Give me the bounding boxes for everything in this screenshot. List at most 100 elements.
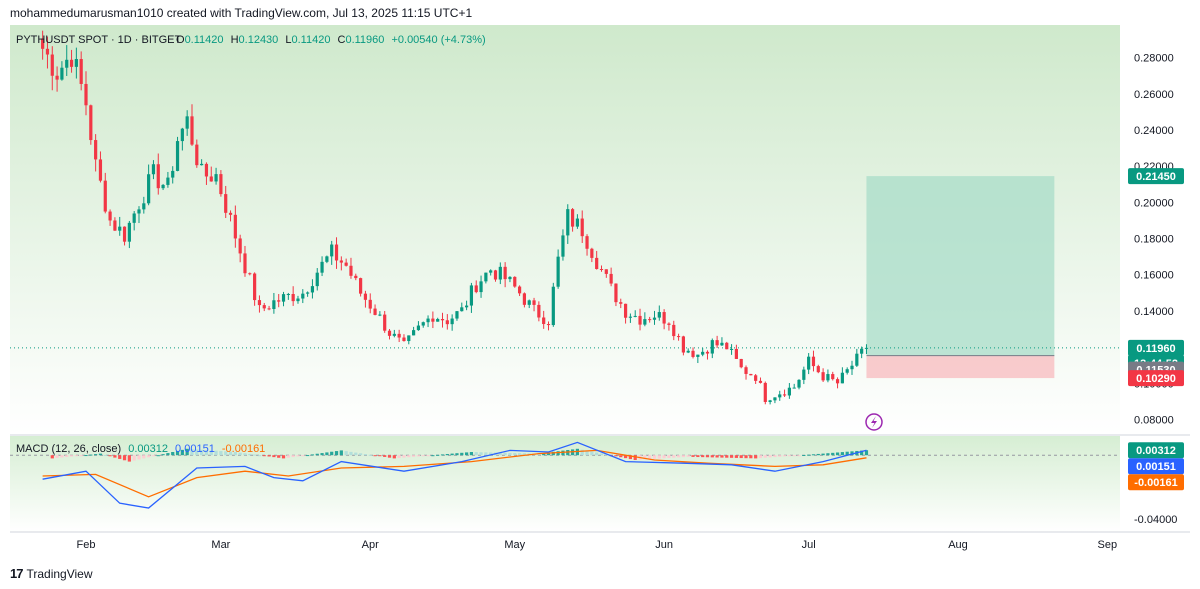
- candle[interactable]: [845, 367, 849, 375]
- candle[interactable]: [676, 333, 681, 341]
- legend-symbol[interactable]: PYTHUSDT SPOT · 1D · BITGET: [16, 34, 182, 46]
- candle[interactable]: [508, 276, 512, 283]
- candle[interactable]: [45, 36, 50, 69]
- target-price-label[interactable]: 0.21450: [1128, 168, 1184, 185]
- candle[interactable]: [79, 51, 83, 91]
- candle[interactable]: [238, 234, 242, 263]
- candle[interactable]: [166, 171, 170, 188]
- candle[interactable]: [855, 348, 859, 367]
- candle[interactable]: [301, 289, 305, 304]
- candle[interactable]: [787, 383, 791, 399]
- candle[interactable]: [850, 360, 854, 375]
- candle[interactable]: [575, 214, 580, 229]
- candle[interactable]: [513, 276, 517, 288]
- candle[interactable]: [74, 47, 78, 79]
- candle[interactable]: [643, 312, 647, 327]
- candle[interactable]: [151, 160, 156, 180]
- candle[interactable]: [835, 377, 840, 389]
- candle[interactable]: [50, 46, 54, 91]
- candle[interactable]: [334, 237, 339, 269]
- candle[interactable]: [421, 321, 425, 328]
- candle[interactable]: [546, 321, 551, 331]
- stop-price-label[interactable]: 0.10290: [1128, 370, 1184, 387]
- candle[interactable]: [715, 335, 719, 348]
- candle[interactable]: [638, 308, 642, 331]
- candle[interactable]: [277, 294, 281, 308]
- candle[interactable]: [132, 211, 136, 231]
- candle[interactable]: [248, 272, 252, 276]
- candle[interactable]: [98, 151, 103, 183]
- candle[interactable]: [811, 350, 816, 372]
- candle[interactable]: [633, 310, 637, 318]
- candle[interactable]: [175, 136, 180, 172]
- candle[interactable]: [137, 206, 141, 224]
- candle[interactable]: [551, 282, 555, 327]
- candle[interactable]: [286, 292, 290, 300]
- candle[interactable]: [585, 234, 589, 256]
- candle[interactable]: [619, 298, 623, 309]
- candle[interactable]: [440, 312, 445, 328]
- candle[interactable]: [532, 297, 536, 312]
- candle[interactable]: [614, 283, 618, 307]
- candle[interactable]: [691, 347, 695, 359]
- candle[interactable]: [147, 164, 151, 206]
- candle[interactable]: [623, 303, 628, 324]
- macd-signal-label[interactable]: -0.00161: [1128, 474, 1184, 491]
- last-price-label[interactable]: 0.11960: [1128, 339, 1184, 356]
- candle[interactable]: [65, 45, 69, 76]
- candle[interactable]: [657, 305, 661, 321]
- candle[interactable]: [228, 210, 233, 222]
- candle[interactable]: [272, 292, 276, 314]
- candle[interactable]: [479, 275, 483, 298]
- candle[interactable]: [672, 320, 676, 341]
- candle[interactable]: [412, 326, 416, 336]
- candle[interactable]: [330, 240, 334, 265]
- candle[interactable]: [344, 258, 348, 267]
- candle[interactable]: [378, 311, 382, 317]
- candle[interactable]: [310, 279, 315, 299]
- candle[interactable]: [580, 210, 584, 243]
- candle[interactable]: [469, 282, 474, 313]
- candle[interactable]: [108, 209, 112, 226]
- macd-line[interactable]: [42, 441, 867, 509]
- candle[interactable]: [354, 273, 358, 281]
- candle[interactable]: [118, 216, 122, 236]
- candle[interactable]: [754, 373, 758, 384]
- candle[interactable]: [142, 196, 146, 214]
- candle[interactable]: [807, 353, 811, 375]
- candle[interactable]: [542, 310, 546, 329]
- candle[interactable]: [161, 183, 165, 191]
- candle[interactable]: [792, 383, 796, 389]
- candle[interactable]: [363, 290, 368, 308]
- candle[interactable]: [652, 310, 657, 325]
- candle[interactable]: [566, 204, 570, 244]
- candle[interactable]: [122, 226, 127, 246]
- candle[interactable]: [570, 207, 575, 232]
- candle[interactable]: [407, 335, 411, 345]
- candle[interactable]: [561, 229, 565, 261]
- candle[interactable]: [758, 377, 763, 384]
- stop-zone[interactable]: [866, 355, 1055, 379]
- candle[interactable]: [816, 364, 820, 374]
- candle[interactable]: [831, 371, 835, 381]
- candle[interactable]: [489, 269, 493, 276]
- candle[interactable]: [127, 220, 131, 249]
- candle[interactable]: [209, 166, 213, 182]
- candle[interactable]: [797, 379, 801, 390]
- candle[interactable]: [455, 311, 459, 321]
- candle[interactable]: [778, 390, 782, 401]
- candle[interactable]: [219, 170, 223, 197]
- candle[interactable]: [257, 295, 262, 313]
- candle[interactable]: [556, 249, 560, 289]
- candle[interactable]: [339, 256, 343, 271]
- candle[interactable]: [705, 350, 710, 360]
- candle[interactable]: [802, 366, 806, 385]
- candle[interactable]: [527, 299, 531, 309]
- candle[interactable]: [474, 280, 478, 294]
- candle[interactable]: [103, 172, 107, 214]
- candle[interactable]: [503, 262, 507, 288]
- candle[interactable]: [180, 127, 184, 151]
- candle[interactable]: [648, 316, 652, 323]
- candle[interactable]: [729, 344, 734, 355]
